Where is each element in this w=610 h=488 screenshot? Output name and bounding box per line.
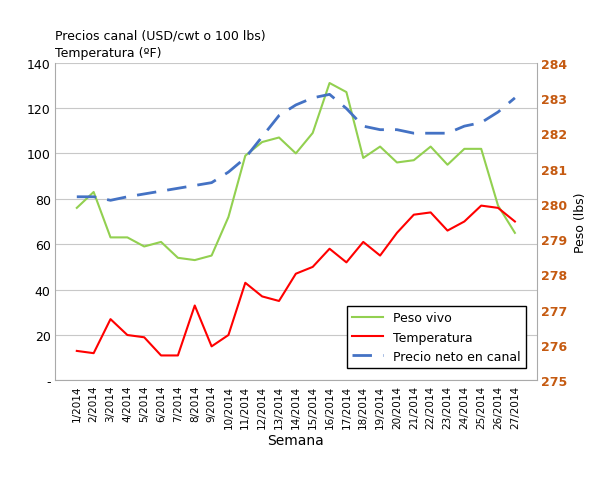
Temperatura — [225, 332, 232, 338]
Temperatura — [461, 219, 468, 225]
Peso vivo — [326, 81, 333, 87]
Temperatura — [494, 205, 501, 211]
Y-axis label: Peso (lbs): Peso (lbs) — [574, 192, 587, 252]
Precio neto en canal — [427, 131, 434, 137]
Temperatura — [107, 317, 114, 323]
Peso vivo — [478, 146, 485, 152]
Temperatura — [393, 230, 401, 236]
Temperatura — [326, 246, 333, 252]
Peso vivo — [461, 146, 468, 152]
Temperatura — [157, 353, 165, 359]
Temperatura — [140, 335, 148, 341]
Precio neto en canal — [511, 96, 518, 102]
Line: Temperatura: Temperatura — [77, 206, 515, 356]
Temperatura — [309, 264, 317, 270]
Temperatura — [427, 210, 434, 216]
Peso vivo — [124, 235, 131, 241]
Peso vivo — [393, 160, 401, 166]
Precio neto en canal — [326, 92, 333, 98]
Peso vivo — [140, 244, 148, 250]
Temperatura — [242, 280, 249, 286]
Precio neto en canal — [242, 156, 249, 162]
Temperatura — [191, 303, 198, 309]
Precio neto en canal — [359, 124, 367, 130]
Peso vivo — [174, 255, 182, 261]
Precio neto en canal — [478, 121, 485, 126]
Peso vivo — [410, 158, 417, 164]
Temperatura — [73, 348, 81, 354]
Temperatura — [174, 353, 182, 359]
Peso vivo — [427, 144, 434, 150]
Text: Precios canal (USD/cwt o 100 lbs): Precios canal (USD/cwt o 100 lbs) — [55, 30, 265, 43]
Temperatura — [208, 344, 215, 349]
Peso vivo — [511, 230, 518, 236]
Precio neto en canal — [90, 194, 98, 200]
Peso vivo — [157, 240, 165, 245]
Legend: Peso vivo, Temperatura, Precio neto en canal: Peso vivo, Temperatura, Precio neto en c… — [347, 306, 526, 368]
Temperatura — [376, 253, 384, 259]
Peso vivo — [225, 215, 232, 221]
Precio neto en canal — [292, 103, 300, 109]
Peso vivo — [292, 151, 300, 157]
Precio neto en canal — [343, 106, 350, 112]
Peso vivo — [275, 135, 282, 141]
Peso vivo — [191, 258, 198, 264]
Temperatura — [511, 219, 518, 225]
Peso vivo — [343, 90, 350, 96]
Precio neto en canal — [259, 135, 266, 141]
Precio neto en canal — [208, 181, 215, 186]
Text: Temperatura (ºF): Temperatura (ºF) — [55, 47, 162, 61]
Precio neto en canal — [444, 131, 451, 137]
Peso vivo — [309, 131, 317, 137]
Temperatura — [90, 350, 98, 356]
Line: Precio neto en canal: Precio neto en canal — [77, 95, 515, 201]
Temperatura — [478, 203, 485, 209]
X-axis label: Semana: Semana — [267, 433, 325, 447]
Peso vivo — [494, 203, 501, 209]
Temperatura — [124, 332, 131, 338]
Peso vivo — [242, 153, 249, 159]
Temperatura — [359, 240, 367, 245]
Precio neto en canal — [225, 170, 232, 176]
Precio neto en canal — [410, 131, 417, 137]
Temperatura — [259, 294, 266, 300]
Precio neto en canal — [494, 110, 501, 116]
Precio neto en canal — [124, 194, 131, 200]
Temperatura — [410, 212, 417, 218]
Peso vivo — [107, 235, 114, 241]
Line: Peso vivo: Peso vivo — [77, 84, 515, 261]
Temperatura — [444, 228, 451, 234]
Precio neto en canal — [376, 127, 384, 133]
Peso vivo — [90, 190, 98, 196]
Precio neto en canal — [107, 198, 114, 204]
Peso vivo — [359, 156, 367, 162]
Precio neto en canal — [309, 96, 317, 102]
Precio neto en canal — [461, 124, 468, 130]
Precio neto en canal — [275, 113, 282, 119]
Peso vivo — [208, 253, 215, 259]
Temperatura — [343, 260, 350, 266]
Peso vivo — [444, 163, 451, 168]
Precio neto en canal — [393, 127, 401, 133]
Temperatura — [275, 299, 282, 305]
Temperatura — [292, 271, 300, 277]
Peso vivo — [259, 140, 266, 145]
Peso vivo — [73, 205, 81, 211]
Peso vivo — [376, 144, 384, 150]
Precio neto en canal — [73, 194, 81, 200]
